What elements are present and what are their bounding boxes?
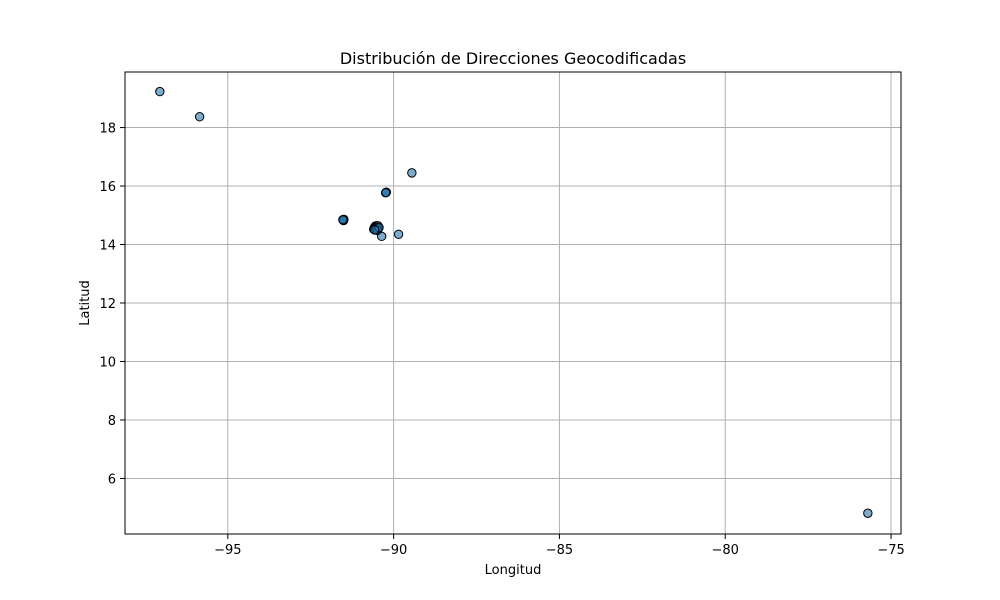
data-point xyxy=(863,508,873,518)
y-axis-label: Latitud xyxy=(78,280,93,326)
y-tick-label: 14 xyxy=(99,239,116,254)
chart-title: Distribución de Direcciones Geocodificad… xyxy=(340,49,686,68)
data-point xyxy=(155,86,165,97)
data-point xyxy=(338,214,348,225)
grid-lines xyxy=(125,72,901,534)
x-axis-label: Longitud xyxy=(485,563,542,578)
x-tick-label: −85 xyxy=(546,543,573,558)
y-tick-label: 8 xyxy=(108,414,116,429)
data-point xyxy=(380,188,391,198)
y-tick-label: 18 xyxy=(99,122,116,137)
data-point xyxy=(194,112,205,122)
y-tick-label: 16 xyxy=(99,180,116,195)
data-points xyxy=(155,86,873,518)
y-tick-label: 12 xyxy=(99,297,116,312)
data-point xyxy=(376,231,387,242)
x-tick-label: −95 xyxy=(214,543,241,558)
x-tick-label: −75 xyxy=(877,543,904,558)
y-tick-label: 10 xyxy=(99,355,116,370)
x-tick-label: −80 xyxy=(712,543,739,558)
y-tick-label: 6 xyxy=(108,472,116,487)
axis-ticks: −95 −90 −85 −80 −75 6 8 10 12 14 16 18 xyxy=(99,122,904,558)
data-point xyxy=(407,168,417,178)
x-tick-label: −90 xyxy=(380,543,407,558)
data-point xyxy=(370,225,380,235)
data-point xyxy=(393,229,404,239)
